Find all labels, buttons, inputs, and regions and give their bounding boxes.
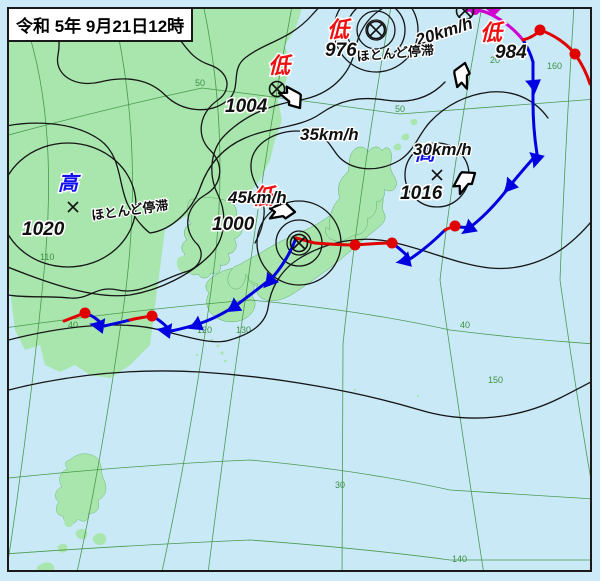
svg-text:50: 50 <box>195 78 205 88</box>
svg-text:1020: 1020 <box>22 219 65 240</box>
svg-text:40: 40 <box>460 320 470 330</box>
svg-text:160: 160 <box>547 61 562 71</box>
svg-text:130: 130 <box>236 325 251 335</box>
svg-text:140: 140 <box>452 554 467 564</box>
svg-text:150: 150 <box>488 375 503 385</box>
svg-text:30km/h: 30km/h <box>413 140 472 159</box>
svg-text:976: 976 <box>325 40 357 61</box>
svg-text:低: 低 <box>268 53 293 78</box>
svg-text:110: 110 <box>40 252 54 262</box>
svg-text:35km/h: 35km/h <box>300 125 359 144</box>
svg-text:1004: 1004 <box>225 96 268 117</box>
svg-text:低: 低 <box>327 17 352 42</box>
svg-text:1000: 1000 <box>212 214 255 235</box>
svg-text:984: 984 <box>495 42 527 63</box>
svg-text:高: 高 <box>58 172 81 195</box>
svg-text:30: 30 <box>335 480 345 490</box>
svg-text:50: 50 <box>395 104 405 114</box>
svg-text:45km/h: 45km/h <box>227 188 287 207</box>
svg-text:1016: 1016 <box>400 183 443 204</box>
